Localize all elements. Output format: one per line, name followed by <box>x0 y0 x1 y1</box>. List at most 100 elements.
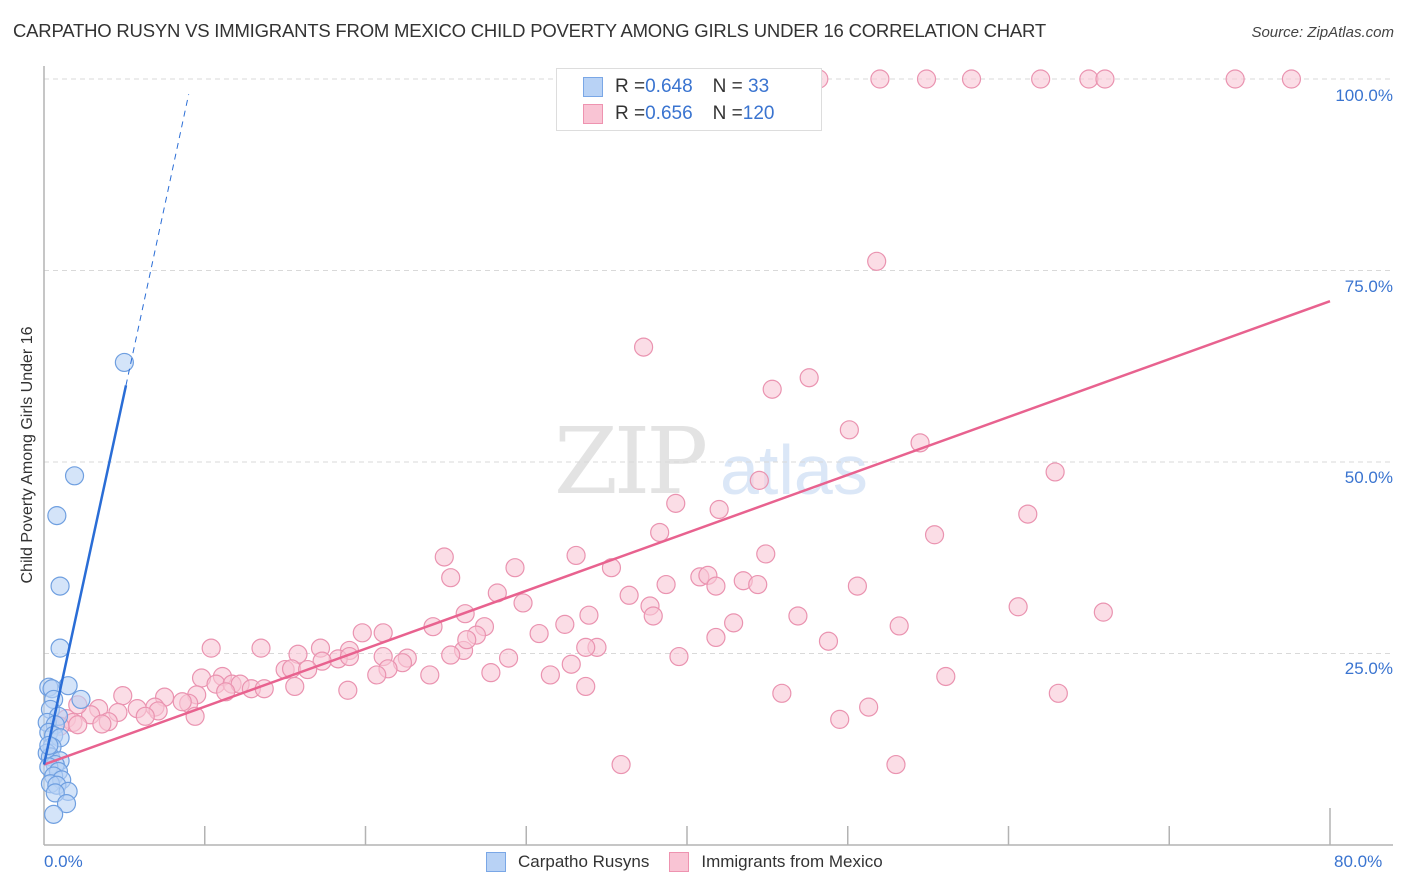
legend-row-mexico: R = 0.656 N = 120 <box>583 102 774 126</box>
data-point-mexico <box>839 420 859 440</box>
x-tick-max: 80.0% <box>1334 852 1383 871</box>
data-point-mexico <box>749 470 769 490</box>
trendline-carpatho <box>42 385 128 765</box>
data-point-mexico <box>916 69 937 89</box>
data-point-carpatho <box>114 352 134 373</box>
data-point-mexico <box>481 663 501 683</box>
data-point-mexico <box>643 606 663 626</box>
data-point-mexico <box>505 558 525 578</box>
data-point-mexico <box>135 706 155 726</box>
trendline-mexico <box>43 299 1331 766</box>
data-point-carpatho <box>50 638 70 658</box>
correlation-legend: R = 0.648 N = 33 R = 0.656 N = 120 <box>556 68 822 131</box>
r-label: R = <box>615 103 646 124</box>
trendline-carpatho-extension <box>125 94 190 386</box>
data-point-mexico <box>172 692 192 712</box>
data-point-mexico <box>457 630 477 650</box>
data-point-mexico <box>924 525 945 545</box>
data-point-mexico <box>576 676 596 697</box>
y-tick-75: 75.0% <box>1344 277 1393 296</box>
data-point-mexico <box>1008 597 1028 617</box>
data-point-mexico <box>441 568 461 588</box>
data-point-mexico <box>724 613 744 633</box>
legend-item-mexico[interactable]: Immigrants from Mexico <box>669 852 883 872</box>
data-point-mexico <box>529 623 549 644</box>
data-point-carpatho <box>58 676 78 696</box>
data-point-mexico <box>788 606 808 626</box>
data-point-mexico <box>830 709 850 729</box>
legend-item-carpatho[interactable]: Carpatho Rusyns <box>486 852 649 872</box>
n-value: 120 <box>742 103 775 124</box>
data-point-mexico <box>1018 504 1038 524</box>
data-point-mexico <box>847 576 867 596</box>
chart-title: CARPATHO RUSYN VS IMMIGRANTS FROM MEXICO… <box>13 20 1046 41</box>
data-point-mexico <box>513 593 533 613</box>
legend-row-carpatho: R = 0.648 N = 33 <box>583 75 769 99</box>
data-point-mexico <box>1095 69 1115 89</box>
r-value: 0.648 <box>645 76 693 97</box>
data-point-mexico <box>601 558 622 578</box>
y-tick-100: 100.0% <box>1335 86 1393 105</box>
data-point-mexico <box>867 251 887 271</box>
data-point-mexico <box>1281 69 1302 89</box>
data-point-mexico <box>434 547 454 567</box>
data-point-mexico <box>352 623 372 643</box>
data-point-mexico <box>1048 683 1068 703</box>
data-point-mexico <box>650 522 670 543</box>
data-point-mexico <box>799 368 819 388</box>
n-value: 33 <box>742 76 770 97</box>
data-point-mexico <box>1045 462 1065 482</box>
data-point-mexico <box>706 627 726 648</box>
data-point-mexico <box>1079 69 1099 89</box>
data-point-mexico <box>579 605 599 625</box>
blue-swatch-icon <box>486 852 506 872</box>
data-point-mexico <box>367 665 387 685</box>
data-point-mexico <box>285 676 305 697</box>
data-point-mexico <box>656 574 676 595</box>
data-point-mexico <box>669 646 689 667</box>
pink-swatch-icon <box>669 852 690 872</box>
data-point-mexico <box>92 714 112 734</box>
blue-swatch-icon <box>583 77 603 97</box>
r-label: R = <box>615 76 646 97</box>
y-tick-25: 25.0% <box>1344 659 1393 678</box>
data-point-mexico <box>113 686 133 706</box>
watermark-atlas: atlas <box>720 431 868 509</box>
data-point-carpatho <box>56 794 77 814</box>
data-point-mexico <box>201 638 221 658</box>
data-point-carpatho <box>64 466 85 486</box>
data-point-mexico <box>706 576 726 596</box>
data-point-mexico <box>338 680 358 700</box>
data-point-mexico <box>68 715 88 735</box>
data-point-mexico <box>886 754 906 775</box>
data-point-mexico <box>762 379 782 399</box>
data-point-mexico <box>1031 69 1051 89</box>
data-point-mexico <box>772 683 792 703</box>
data-point-mexico <box>619 585 639 605</box>
data-point-mexico <box>555 614 575 634</box>
data-point-mexico <box>633 337 654 357</box>
data-point-mexico <box>251 638 271 658</box>
data-point-mexico <box>498 648 519 668</box>
source-label: Source: ZipAtlas.com <box>1251 24 1394 41</box>
data-point-carpatho <box>71 689 91 710</box>
data-point-mexico <box>818 631 839 651</box>
y-axis-label: Child Poverty Among Girls Under 16 <box>19 326 36 584</box>
x-tick-min: 0.0% <box>44 852 83 871</box>
n-label: N = <box>712 103 743 124</box>
data-point-mexico <box>611 754 631 775</box>
data-point-mexico <box>540 665 560 685</box>
data-point-mexico <box>889 616 909 636</box>
r-value: 0.656 <box>645 103 693 124</box>
n-label: N = <box>712 76 743 97</box>
data-point-mexico <box>870 69 890 89</box>
data-point-mexico <box>1093 602 1113 622</box>
data-point-mexico <box>859 697 879 717</box>
pink-swatch-icon <box>583 104 603 124</box>
data-point-mexico <box>961 69 982 89</box>
y-tick-50: 50.0% <box>1344 468 1393 487</box>
data-point-mexico <box>666 493 686 513</box>
data-point-mexico <box>936 666 956 687</box>
data-point-mexico <box>420 665 440 685</box>
